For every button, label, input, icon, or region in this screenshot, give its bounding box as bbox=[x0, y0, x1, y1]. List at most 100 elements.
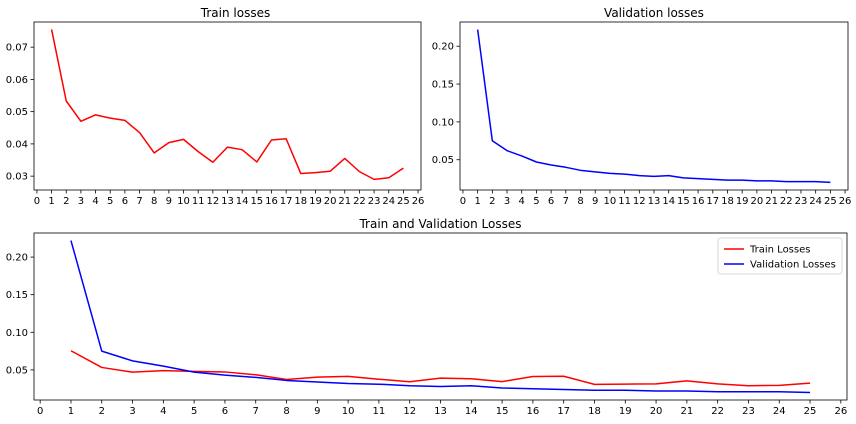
x-tick-label: 14 bbox=[465, 406, 478, 417]
x-tick-label: 0 bbox=[37, 406, 43, 417]
chart-title: Train and Validation Losses bbox=[358, 217, 521, 231]
x-tick-label: 26 bbox=[412, 196, 425, 207]
y-tick-label: 0.20 bbox=[6, 253, 28, 264]
train-losses-chart: Train losses 0 1 2 3 4 5 6 7 8 9 10 11 12 13 14 15 16 17 1… bbox=[6, 6, 425, 207]
x-tick-label: 5 bbox=[191, 406, 197, 417]
x-tick-label: 19 bbox=[309, 196, 322, 207]
x-tick-label: 26 bbox=[839, 196, 852, 207]
x-tick-label: 13 bbox=[648, 196, 661, 207]
x-tick-label: 22 bbox=[353, 196, 366, 207]
x-tick-label: 15 bbox=[677, 196, 690, 207]
x-tick-label: 2 bbox=[99, 406, 105, 417]
x-tick-label: 11 bbox=[618, 196, 631, 207]
x-tick-label: 21 bbox=[338, 196, 351, 207]
x-tick-label: 12 bbox=[403, 406, 416, 417]
x-tick-label: 24 bbox=[382, 196, 395, 207]
x-tick-label: 23 bbox=[368, 196, 381, 207]
x-tick-label: 5 bbox=[533, 196, 539, 207]
x-tick-label: 17 bbox=[280, 196, 293, 207]
validation-losses-line bbox=[70, 240, 811, 394]
y-tick-label: 0.10 bbox=[6, 328, 28, 339]
legend-entry: Train Losses bbox=[749, 245, 810, 256]
x-tick-label: 18 bbox=[294, 196, 307, 207]
x-tick-label: 5 bbox=[107, 196, 113, 207]
x-tick-label: 21 bbox=[680, 406, 693, 417]
x-tick-label: 25 bbox=[397, 196, 410, 207]
y-tick-label: 0.04 bbox=[6, 139, 28, 150]
x-tick-label: 24 bbox=[809, 196, 822, 207]
legend: Train Losses Validation Losses bbox=[717, 237, 843, 275]
x-tick-label: 17 bbox=[557, 406, 570, 417]
legend-entry: Validation Losses bbox=[750, 260, 836, 271]
x-tick-label: 25 bbox=[804, 406, 817, 417]
y-tick-label: 0.10 bbox=[432, 117, 454, 128]
x-tick-label: 1 bbox=[48, 196, 54, 207]
x-tick-label: 26 bbox=[834, 406, 847, 417]
x-tick-label: 11 bbox=[192, 196, 205, 207]
x-tick-label: 15 bbox=[496, 406, 509, 417]
x-tick-label: 0 bbox=[460, 196, 466, 207]
x-tick-label: 18 bbox=[721, 196, 734, 207]
x-tick-label: 4 bbox=[92, 196, 98, 207]
x-tick-label: 15 bbox=[250, 196, 263, 207]
x-tick-label: 17 bbox=[706, 196, 719, 207]
x-tick-label: 4 bbox=[519, 196, 525, 207]
train-losses-line bbox=[50, 29, 404, 181]
x-tick-label: 13 bbox=[221, 196, 234, 207]
x-tick-label: 23 bbox=[742, 406, 755, 417]
y-tick-label: 0.03 bbox=[6, 172, 28, 183]
y-tick-label: 0.05 bbox=[432, 155, 454, 166]
x-tick-label: 21 bbox=[765, 196, 778, 207]
x-tick-label: 19 bbox=[736, 196, 749, 207]
x-tick-label: 23 bbox=[795, 196, 808, 207]
y-tick-label: 0.05 bbox=[6, 107, 28, 118]
x-tick-label: 1 bbox=[68, 406, 74, 417]
x-tick-label: 0 bbox=[34, 196, 40, 207]
x-tick-label: 6 bbox=[548, 196, 554, 207]
x-tick-label: 20 bbox=[324, 196, 337, 207]
plot-frame bbox=[33, 21, 422, 191]
x-tick-label: 10 bbox=[342, 406, 355, 417]
x-tick-label: 11 bbox=[373, 406, 386, 417]
train-losses-line bbox=[70, 350, 811, 387]
validation-losses-line bbox=[476, 29, 831, 184]
x-tick-label: 20 bbox=[650, 406, 663, 417]
x-tick-label: 22 bbox=[780, 196, 793, 207]
x-tick-label: 16 bbox=[265, 196, 278, 207]
plot-frame bbox=[459, 21, 849, 191]
chart-title: Train losses bbox=[200, 6, 270, 20]
chart-title: Validation losses bbox=[604, 6, 704, 20]
x-tick-label: 2 bbox=[489, 196, 495, 207]
x-tick-label: 9 bbox=[592, 196, 598, 207]
x-tick-label: 7 bbox=[563, 196, 569, 207]
x-tick-label: 25 bbox=[824, 196, 837, 207]
x-tick-label: 12 bbox=[206, 196, 219, 207]
x-tick-label: 7 bbox=[136, 196, 142, 207]
x-tick-label: 2 bbox=[63, 196, 69, 207]
y-tick-label: 0.06 bbox=[6, 75, 28, 86]
x-tick-label: 3 bbox=[504, 196, 510, 207]
x-tick-label: 8 bbox=[283, 406, 289, 417]
y-tick-label: 0.15 bbox=[6, 290, 28, 301]
x-tick-label: 1 bbox=[474, 196, 480, 207]
x-tick-label: 14 bbox=[236, 196, 249, 207]
x-tick-label: 7 bbox=[253, 406, 259, 417]
x-tick-label: 20 bbox=[751, 196, 764, 207]
x-tick-label: 14 bbox=[662, 196, 675, 207]
x-tick-label: 24 bbox=[773, 406, 786, 417]
x-tick-label: 6 bbox=[222, 406, 228, 417]
x-tick-label: 16 bbox=[527, 406, 540, 417]
y-tick-label: 0.20 bbox=[432, 42, 454, 53]
x-tick-label: 22 bbox=[711, 406, 724, 417]
y-tick-label: 0.07 bbox=[6, 43, 28, 54]
x-tick-label: 3 bbox=[129, 406, 135, 417]
validation-losses-chart: Validation losses 0 1 2 3 4 5 6 7 8 9 10 11 12 13 14 15… bbox=[432, 6, 852, 207]
x-tick-label: 3 bbox=[78, 196, 84, 207]
x-tick-label: 19 bbox=[619, 406, 632, 417]
x-tick-label: 12 bbox=[633, 196, 646, 207]
x-tick-label: 9 bbox=[166, 196, 172, 207]
x-tick-label: 10 bbox=[177, 196, 190, 207]
x-tick-label: 8 bbox=[577, 196, 583, 207]
x-tick-label: 16 bbox=[692, 196, 705, 207]
